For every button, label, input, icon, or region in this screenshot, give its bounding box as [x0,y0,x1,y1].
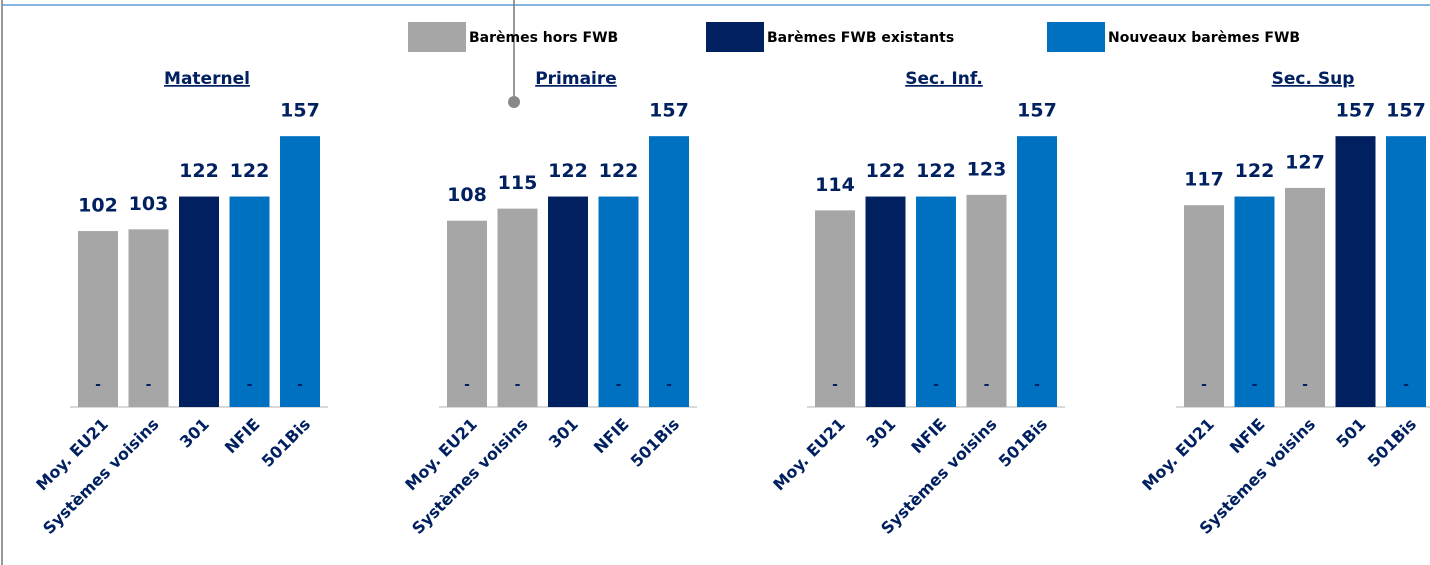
value-label: 157 [280,100,320,122]
bar-label: - [1252,377,1258,393]
legend-label: Nouveaux barèmes FWB [1108,30,1300,46]
x-tick-label: 501Bis [258,415,314,471]
bar-label: - [1403,377,1409,393]
bar [229,196,270,407]
x-tick-label: 501Bis [1364,415,1420,471]
x-tick-label: Moy. EU21 [769,415,849,495]
legend-swatch [706,22,764,52]
bar [548,196,588,407]
bar [598,196,639,407]
x-tick-label: 301 [862,415,899,452]
chart-title: Sec. Sup [1272,69,1355,89]
value-label: 127 [1285,151,1325,173]
bar-label: - [515,377,521,393]
bar [865,196,906,407]
value-label: 157 [649,100,689,122]
bar [1386,136,1426,408]
legend-label: Barèmes FWB existants [767,30,954,46]
bar-label: - [933,377,939,393]
bar-label: - [616,377,622,393]
x-tick-label: 501Bis [627,415,683,471]
value-label: 115 [498,172,538,194]
bar [447,220,487,407]
value-label: 122 [916,160,956,182]
bar-label: - [95,377,101,393]
value-label: 103 [129,193,169,215]
x-tick-label: NFIE [1226,415,1269,458]
value-label: 117 [1184,169,1224,191]
value-label: 108 [447,184,487,206]
bar [815,210,855,407]
legend-label: Barèmes hors FWB [469,30,618,46]
value-label: 114 [815,174,855,196]
x-tick-label: Moy. EU21 [1138,415,1218,495]
chart-title: Sec. Inf. [905,69,983,89]
bar-label: - [1302,377,1308,393]
chart-title: Maternel [164,69,250,89]
value-label: 122 [866,160,906,182]
chart-title: Primaire [535,69,617,89]
bar-label: - [196,377,202,393]
bar [78,231,118,407]
x-tick-label: NFIE [590,415,633,458]
bar [128,229,169,407]
bar-label: - [297,377,303,393]
legend-swatch [408,22,466,52]
value-label: 102 [78,195,118,217]
bar-label: - [666,377,672,393]
bar-label: - [247,377,253,393]
bar [280,136,320,408]
value-label: 122 [1235,160,1275,182]
value-label: 122 [230,160,270,182]
value-label: 157 [1017,100,1057,122]
bar-label: - [565,377,571,393]
bar [1017,136,1057,408]
pointer-dot [508,96,520,108]
bar-label: - [883,377,889,393]
bar [1184,205,1224,407]
bar-label: - [146,377,152,393]
bar [1335,136,1376,408]
value-label: 122 [179,160,219,182]
value-label: 123 [967,158,1007,180]
value-label: 157 [1386,100,1426,122]
x-tick-label: 301 [545,415,582,452]
bar-label: - [1034,377,1040,393]
value-label: 122 [599,160,639,182]
bar [966,194,1007,407]
legend-swatch [1047,22,1105,52]
bar [649,136,689,408]
value-label: 122 [548,160,588,182]
bar-label: - [984,377,990,393]
x-tick-label: 501 [1332,415,1369,452]
bar-label: - [464,377,470,393]
x-tick-label: 501Bis [995,415,1051,471]
bar [497,208,538,407]
bar [1285,187,1325,407]
bar-label: - [1353,377,1359,393]
x-tick-label: NFIE [221,415,264,458]
bar [179,196,219,407]
value-label: 157 [1336,100,1376,122]
bar-label: - [832,377,838,393]
bar-label: - [1201,377,1207,393]
bar [1234,196,1275,407]
x-tick-label: NFIE [907,415,950,458]
x-tick-label: 301 [176,415,213,452]
bar [916,196,956,407]
